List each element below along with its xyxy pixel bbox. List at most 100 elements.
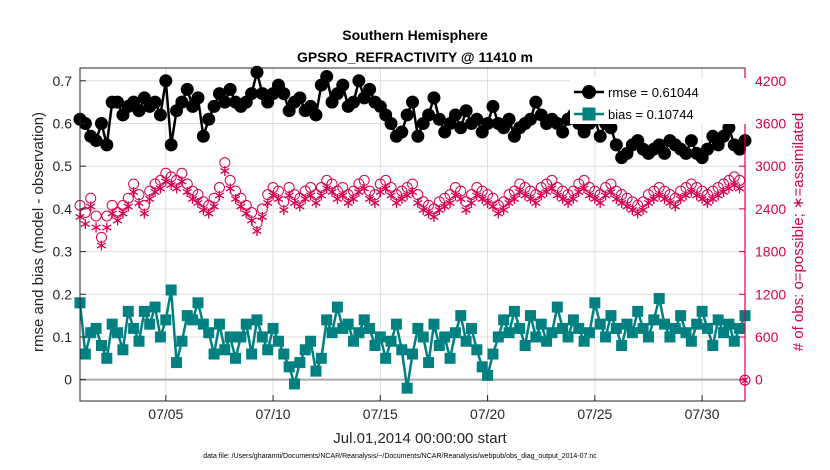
obs-assimilated-point: ∗ [336, 186, 349, 205]
bias-point [621, 318, 633, 330]
obs-assimilated-point: ∗ [535, 186, 548, 205]
obs-assimilated-point: ∗ [717, 182, 730, 201]
obs-assimilated-point: ∗ [266, 186, 279, 205]
obs-possible-point [192, 189, 204, 201]
obs-assimilated-point: ∗ [701, 193, 714, 212]
bias-point [519, 340, 531, 351]
obs-possible-point [294, 192, 306, 204]
obs-possible-point [369, 189, 381, 201]
obs-assimilated-point: ∗ [363, 189, 376, 208]
obs-assimilated-point: ∗ [79, 214, 92, 233]
bias-point [669, 322, 681, 334]
obs-possible-point [653, 182, 665, 194]
y-left-tick-label: 0.3 [53, 244, 73, 260]
obs-assimilated-point: ∗ [138, 203, 151, 222]
obs-possible-point [546, 174, 558, 186]
rmse-point [336, 78, 350, 92]
obs-possible-point [680, 182, 692, 194]
obs-possible-point [267, 182, 279, 194]
obs-possible-point [465, 189, 477, 201]
obs-possible-point [305, 182, 317, 194]
bias-point [423, 357, 435, 369]
bias-point [664, 331, 676, 343]
obs-assimilated-point: ∗ [610, 189, 623, 208]
bias-point [444, 352, 456, 364]
rmse-point [153, 108, 167, 122]
bias-point [723, 318, 735, 330]
obs-possible-point [551, 182, 563, 194]
obs-assimilated-point: ∗ [164, 175, 177, 194]
rmse-point [89, 134, 103, 148]
rmse-point [175, 95, 189, 109]
obs-assimilated-point: ∗ [159, 171, 172, 190]
obs-assimilated-point: ∗ [679, 186, 692, 205]
rmse-point [250, 65, 264, 79]
obs-possible-point [492, 199, 504, 211]
y-right-tick-label: 4200 [755, 73, 786, 89]
chart-title: Southern Hemisphere [342, 27, 488, 43]
obs-possible-point [707, 185, 719, 197]
x-axis-label: Jul.01,2014 00:00:00 start [333, 430, 507, 447]
bias-point [401, 382, 413, 394]
rmse-point [180, 82, 194, 96]
obs-assimilated-point: ∗ [647, 189, 660, 208]
bias-point [246, 348, 258, 360]
obs-assimilated-point: ∗ [443, 193, 456, 212]
obs-assimilated-point: ∗ [186, 189, 199, 208]
bias-point [117, 344, 129, 356]
obs-possible-point [149, 178, 161, 190]
obs-assimilated-point: ∗ [400, 186, 413, 205]
obs-possible-point [219, 157, 231, 169]
bias-point [600, 331, 612, 343]
bias-point [439, 331, 451, 343]
y-left-tick-label: 0.5 [53, 158, 73, 174]
bias-point [240, 318, 252, 330]
obs-assimilated-point: ∗ [256, 207, 269, 226]
rmse-point [432, 112, 446, 126]
obs-assimilated-point: ∗ [540, 182, 553, 201]
bias-point [562, 331, 574, 343]
bias-point [578, 335, 590, 347]
obs-possible-point [358, 174, 370, 186]
y-left-tick-label: 0.7 [53, 73, 73, 89]
rmse-point [593, 129, 607, 143]
obs-possible-point [701, 189, 713, 201]
obs-possible-point [310, 189, 322, 201]
data-file-footnote: data file: /Users/gharamti/Documents/NCA… [203, 453, 597, 460]
obs-possible-point [321, 174, 333, 186]
obs-assimilated-point: ∗ [379, 179, 392, 198]
bias-point [385, 335, 397, 347]
obs-assimilated-point: ∗ [325, 182, 338, 201]
bias-point [498, 314, 510, 326]
obs-possible-point [213, 182, 225, 194]
bias-point [160, 314, 172, 326]
obs-assimilated-point: ∗ [593, 193, 606, 212]
legend-bias-label: bias = 0.10744 [608, 107, 694, 122]
bias-point [128, 322, 140, 334]
rmse-point [422, 108, 436, 122]
obs-assimilated-point: ∗ [551, 186, 564, 205]
obs-assimilated-point: ∗ [604, 182, 617, 201]
rmse-point [309, 108, 323, 122]
obs-assimilated-point: ∗ [674, 189, 687, 208]
rmse-point [700, 142, 714, 156]
bias-point [524, 310, 536, 322]
rmse-point [245, 87, 259, 101]
obs-assimilated-point: ∗ [588, 189, 601, 208]
obs-possible-point [723, 174, 735, 186]
obs-possible-point [487, 192, 499, 204]
obs-assimilated-point: ∗ [733, 179, 746, 198]
obs-assimilated-point: ∗ [459, 200, 472, 219]
bias-point [342, 318, 354, 330]
bias-point [112, 327, 124, 339]
obs-possible-point [712, 182, 724, 194]
rmse-point [481, 117, 495, 130]
rmse-point [459, 104, 473, 118]
bias-point [632, 305, 644, 317]
rmse-point [218, 95, 232, 109]
bias-point [653, 293, 665, 305]
bias-point [358, 314, 370, 326]
obs-possible-point [154, 174, 166, 186]
obs-possible-point [557, 185, 569, 197]
obs-possible-point [417, 196, 429, 208]
